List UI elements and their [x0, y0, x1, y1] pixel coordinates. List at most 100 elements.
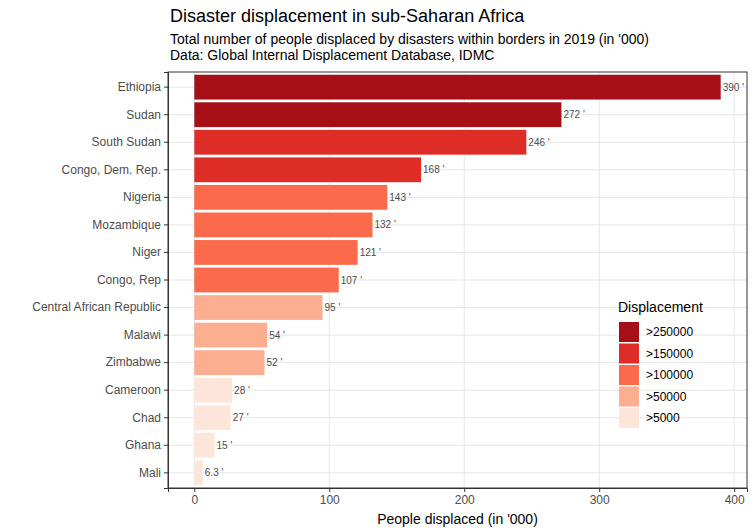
- legend-title: Displacement: [618, 299, 703, 315]
- y-tick-label: Sudan: [126, 108, 161, 122]
- legend-swatch: [619, 344, 639, 364]
- bar: [194, 405, 230, 430]
- y-tick: Ethiopia: [118, 80, 168, 94]
- y-tick-label: Central African Republic: [32, 300, 161, 314]
- x-tick-mark: [734, 488, 735, 492]
- data-label: 27 ': [233, 412, 249, 423]
- x-tick-label: 300: [590, 493, 610, 507]
- x-tick: 100: [320, 488, 340, 507]
- y-axis: Ethiopia Sudan South Sudan Congo, Dem. Rep.…: [32, 73, 168, 489]
- y-tick-label: Zimbabwe: [106, 355, 162, 369]
- y-tick: Niger: [132, 245, 168, 259]
- y-tick-mark: [164, 224, 168, 225]
- y-tick-label: Ethiopia: [118, 80, 162, 94]
- data-label: 15 ': [217, 440, 233, 451]
- y-tick: Central African Republic: [32, 300, 168, 314]
- x-tick-label: 400: [725, 493, 745, 507]
- legend-label: >250000: [646, 325, 693, 339]
- y-tick-mark: [164, 169, 168, 170]
- bar: [194, 130, 526, 155]
- y-tick: Sudan: [126, 108, 168, 122]
- data-label: 107 ': [341, 275, 362, 286]
- y-tick-label: Malawi: [124, 328, 161, 342]
- x-tick-label: 0: [191, 493, 198, 507]
- y-tick-label: Nigeria: [123, 190, 161, 204]
- y-tick-mark: [164, 142, 168, 143]
- legend-label: >50000: [646, 390, 687, 404]
- x-tick: 200: [455, 488, 475, 507]
- data-label: 121 ': [360, 247, 381, 258]
- y-tick-mark: [164, 362, 168, 363]
- chart: Disaster displacement in sub-Saharan Afr…: [0, 0, 754, 532]
- data-label: 390 ': [723, 82, 744, 93]
- bar: [194, 460, 203, 485]
- y-axis-line: [164, 73, 169, 489]
- bar: [194, 213, 372, 238]
- y-tick-label: Chad: [132, 411, 161, 425]
- data-label: 132 ': [374, 219, 395, 230]
- bar: [194, 75, 720, 100]
- plot-background: [168, 72, 747, 488]
- x-tick: 400: [725, 488, 745, 507]
- data-labels: 390 '272 '246 '168 '143 '132 '121 '107 '…: [205, 82, 744, 479]
- legend-swatch: [619, 408, 639, 428]
- data-label: 143 ': [389, 192, 410, 203]
- y-tick: Congo, Rep: [97, 273, 168, 287]
- data-label: 28 ': [234, 385, 250, 396]
- data-label: 272 ': [563, 109, 584, 120]
- bar: [194, 378, 232, 403]
- legend-swatch: [619, 387, 639, 407]
- y-tick-mark: [164, 252, 168, 253]
- y-tick-label: Congo, Rep: [97, 273, 161, 287]
- y-tick: Zimbabwe: [106, 355, 168, 369]
- y-tick-label: Mozambique: [92, 218, 161, 232]
- y-tick-mark: [164, 280, 168, 281]
- grid: [168, 72, 747, 488]
- subtitle: Data: Global Internal Displacement Datab…: [170, 47, 494, 63]
- x-tick: 0: [191, 488, 198, 507]
- y-tick-mark: [164, 417, 168, 418]
- y-tick-label: South Sudan: [92, 135, 161, 149]
- grid-line: [168, 445, 747, 446]
- title: Disaster displacement in sub-Saharan Afr…: [170, 6, 525, 26]
- subtitle: Total number of people displaced by disa…: [170, 31, 649, 47]
- bar: [194, 185, 387, 210]
- data-label: 6.3 ': [205, 467, 224, 478]
- bar: [194, 295, 322, 320]
- y-tick: Chad: [132, 411, 168, 425]
- y-tick: Mali: [139, 466, 168, 480]
- x-tick-mark: [599, 488, 600, 492]
- data-label: 168 ': [423, 164, 444, 175]
- bar: [194, 102, 561, 127]
- y-tick-mark: [164, 87, 168, 88]
- legend-swatch: [619, 365, 639, 385]
- legend-label: >100000: [646, 368, 693, 382]
- y-tick: Cameroon: [105, 383, 168, 397]
- bar: [194, 240, 357, 265]
- bar: [194, 433, 214, 458]
- x-tick-mark: [329, 488, 330, 492]
- y-tick: Ghana: [125, 438, 168, 452]
- plot-frame: [168, 72, 747, 488]
- x-tick-label: 200: [455, 493, 475, 507]
- x-tick-mark: [194, 488, 195, 492]
- x-axis-line: [169, 489, 748, 493]
- x-tick: 300: [590, 488, 610, 507]
- bars: [194, 75, 720, 485]
- x-tick-mark: [464, 488, 465, 492]
- grid-line: [168, 472, 747, 473]
- y-tick: Mozambique: [92, 218, 168, 232]
- y-tick-label: Ghana: [125, 438, 161, 452]
- data-label: 52 ': [267, 357, 283, 368]
- legend: Displacement>250000>150000>100000>50000>…: [618, 299, 703, 428]
- x-axis-title: People displaced (in '000): [377, 511, 538, 527]
- y-tick: Malawi: [124, 328, 168, 342]
- y-tick-mark: [164, 390, 168, 391]
- y-tick: Congo, Dem. Rep.: [62, 163, 168, 177]
- bar: [194, 323, 267, 348]
- y-tick-mark: [164, 445, 168, 446]
- y-tick-label: Cameroon: [105, 383, 161, 397]
- y-tick-mark: [164, 114, 168, 115]
- bar: [194, 268, 338, 293]
- data-label: 95 ': [325, 302, 341, 313]
